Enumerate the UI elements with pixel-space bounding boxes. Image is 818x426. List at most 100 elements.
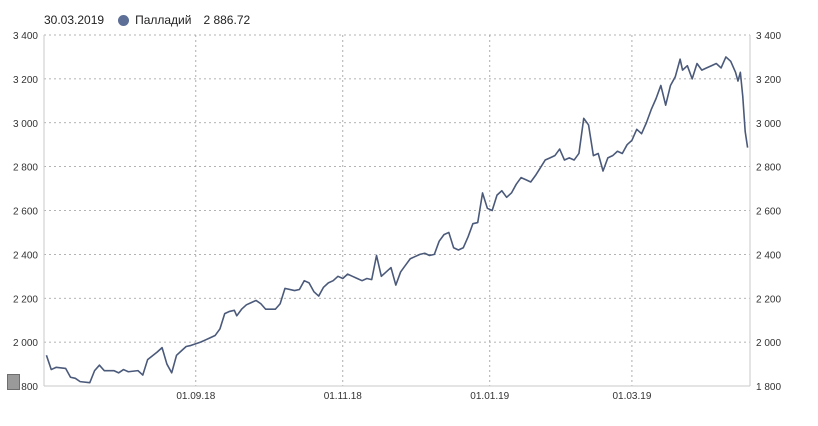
data-point bbox=[381, 276, 382, 277]
data-point bbox=[113, 370, 114, 371]
y-tick-label-left: 2 400 bbox=[13, 250, 38, 261]
data-point bbox=[730, 61, 731, 62]
data-point bbox=[569, 157, 570, 158]
data-point bbox=[701, 70, 702, 71]
data-point bbox=[612, 155, 613, 156]
series-line bbox=[45, 56, 749, 384]
data-point bbox=[655, 98, 656, 99]
data-point bbox=[265, 309, 266, 310]
series-name: Палладий bbox=[135, 13, 192, 27]
data-point bbox=[578, 153, 579, 154]
data-point bbox=[670, 85, 671, 86]
data-point bbox=[171, 372, 172, 373]
y-tick-label-right: 2 200 bbox=[756, 294, 781, 305]
data-point bbox=[660, 85, 661, 86]
data-point bbox=[735, 72, 736, 73]
data-point bbox=[337, 276, 338, 277]
data-point bbox=[147, 359, 148, 360]
data-point bbox=[395, 284, 396, 285]
data-point bbox=[627, 144, 628, 145]
data-point bbox=[190, 345, 191, 346]
data-point bbox=[342, 278, 343, 279]
data-point bbox=[405, 265, 406, 266]
data-point bbox=[530, 181, 531, 182]
y-tick-label-left: 2 200 bbox=[13, 294, 38, 305]
data-point bbox=[492, 210, 493, 211]
data-point bbox=[720, 67, 721, 68]
data-point bbox=[631, 140, 632, 141]
data-point bbox=[229, 311, 230, 312]
data-point bbox=[646, 122, 647, 123]
data-point bbox=[559, 148, 560, 149]
data-point bbox=[219, 328, 220, 329]
data-point bbox=[414, 256, 415, 257]
data-point bbox=[496, 195, 497, 196]
data-point bbox=[696, 63, 697, 64]
data-point bbox=[554, 155, 555, 156]
axis-layer bbox=[43, 35, 751, 387]
data-point bbox=[241, 309, 242, 310]
series-current-value: 2 886.72 bbox=[203, 13, 251, 27]
data-point bbox=[725, 56, 726, 57]
data-point bbox=[51, 369, 52, 370]
data-point bbox=[525, 179, 526, 180]
data-point bbox=[516, 184, 517, 185]
data-point bbox=[453, 247, 454, 248]
data-point bbox=[740, 72, 741, 73]
data-point bbox=[214, 335, 215, 336]
data-point bbox=[284, 288, 285, 289]
y-tick-label-left: 3 000 bbox=[13, 119, 38, 130]
y-tick-label-left: 2 600 bbox=[13, 207, 38, 218]
data-point bbox=[308, 282, 309, 283]
data-point bbox=[275, 309, 276, 310]
data-point bbox=[234, 310, 235, 311]
data-point bbox=[477, 222, 478, 223]
data-point bbox=[304, 280, 305, 281]
data-point bbox=[636, 129, 637, 130]
data-point bbox=[424, 253, 425, 254]
y-tick-label-right: 1 800 bbox=[756, 382, 781, 393]
data-point bbox=[487, 208, 488, 209]
data-point bbox=[535, 175, 536, 176]
data-point bbox=[224, 313, 225, 314]
data-point bbox=[463, 247, 464, 248]
data-point bbox=[467, 236, 468, 237]
y-tick-label-right: 3 000 bbox=[756, 119, 781, 130]
data-point bbox=[511, 192, 512, 193]
data-point bbox=[137, 370, 138, 371]
data-point bbox=[410, 258, 411, 259]
data-point bbox=[294, 290, 295, 291]
data-point bbox=[520, 177, 521, 178]
data-point bbox=[665, 105, 666, 106]
data-point bbox=[181, 350, 182, 351]
grid-layer bbox=[44, 34, 750, 386]
data-point bbox=[448, 232, 449, 233]
x-tick-label: 01.03.19 bbox=[612, 391, 651, 402]
data-point bbox=[501, 190, 502, 191]
data-point bbox=[99, 365, 100, 366]
data-point bbox=[205, 339, 206, 340]
x-tick-label: 01.09.18 bbox=[176, 391, 215, 402]
data-point bbox=[390, 267, 391, 268]
data-point bbox=[46, 355, 47, 356]
y-tick-label-left: 2 800 bbox=[13, 163, 38, 174]
series-color-dot bbox=[118, 14, 130, 26]
data-point bbox=[186, 346, 187, 347]
label-layer: 1 800 1 800 2 000 2 000 2 200 2 200 2 400 2 400… bbox=[13, 31, 781, 402]
data-point bbox=[588, 124, 589, 125]
scroll-handle[interactable] bbox=[7, 374, 20, 390]
data-point bbox=[176, 355, 177, 356]
data-point bbox=[280, 303, 281, 304]
data-point bbox=[260, 303, 261, 304]
data-point bbox=[128, 371, 129, 372]
y-tick-label-left: 3 200 bbox=[13, 75, 38, 86]
y-tick-label-right: 3 400 bbox=[756, 31, 781, 42]
data-point bbox=[472, 223, 473, 224]
data-point bbox=[323, 287, 324, 288]
data-point bbox=[210, 337, 211, 338]
data-point bbox=[318, 295, 319, 296]
data-point bbox=[680, 59, 681, 60]
data-point bbox=[583, 118, 584, 119]
data-point bbox=[161, 347, 162, 348]
